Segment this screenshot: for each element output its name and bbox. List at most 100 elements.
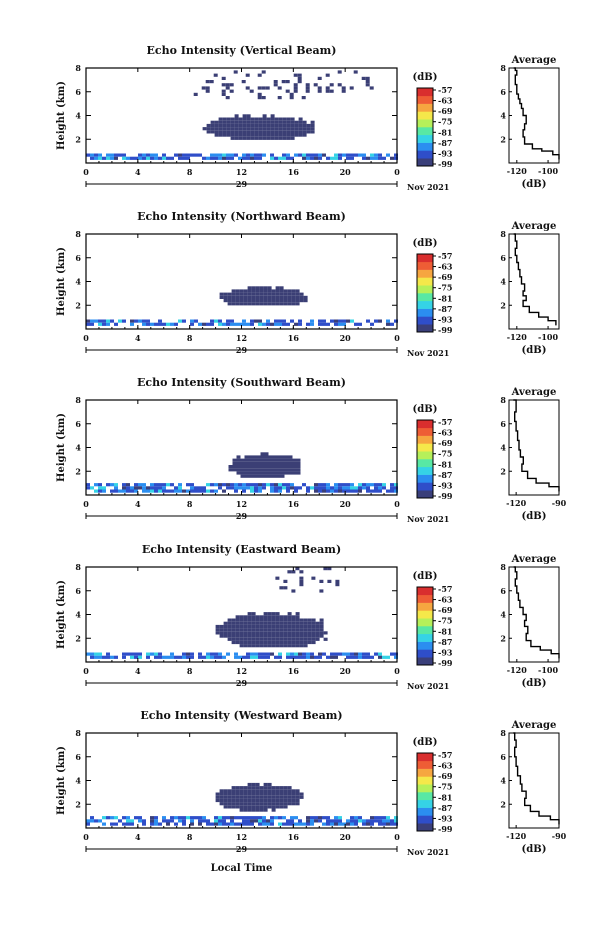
echo-cell (249, 89, 254, 93)
colorbar-swatch (417, 308, 433, 317)
echo-cell (234, 133, 239, 137)
colorbar-tick-label: -93 (438, 314, 453, 324)
echo-cell (262, 483, 266, 487)
echo-cell (206, 156, 210, 160)
echo-cell (252, 455, 257, 459)
echo-cell (251, 621, 256, 625)
echo-cell (370, 816, 374, 820)
echo-cell (126, 156, 130, 160)
echo-cell (154, 822, 158, 826)
echo-cell (292, 458, 297, 462)
echo-field (86, 286, 398, 326)
echo-cell (162, 816, 166, 820)
echo-cell (259, 637, 264, 641)
echo-cell (362, 483, 366, 487)
echo-cell (239, 302, 244, 306)
echo-cell (279, 786, 284, 790)
echo-cell (390, 822, 394, 826)
echo-cell (302, 120, 307, 124)
echo-cell (223, 802, 228, 806)
echo-cell (243, 618, 248, 622)
echo-cell (250, 483, 254, 487)
colorbar-tick-label: -99 (438, 491, 453, 501)
echo-cell (246, 130, 251, 134)
echo-cell (287, 299, 292, 303)
echo-cell (259, 808, 264, 812)
echo-cell (286, 655, 290, 659)
echo-cell (262, 652, 266, 656)
echo-cell (299, 640, 304, 645)
echo-cell (365, 80, 370, 84)
x-tick-label: 20 (340, 167, 352, 177)
echo-cell (291, 289, 296, 293)
echo-cell (338, 489, 342, 493)
echo-cell (227, 795, 232, 799)
echo-cell (193, 92, 198, 96)
echo-cell (276, 468, 281, 472)
echo-cell (234, 322, 238, 326)
echo-cell (158, 822, 162, 826)
echo-cell (236, 458, 241, 462)
echo-cell (280, 461, 285, 465)
echo-cell (273, 83, 278, 87)
echo-cell (263, 644, 268, 648)
echo-cell (318, 816, 322, 820)
colorbar-tick-label: -87 (438, 138, 452, 148)
echo-cell (218, 153, 222, 157)
echo-cell (346, 319, 350, 323)
average-x-label: (dB) (522, 678, 547, 689)
echo-cell (134, 655, 138, 659)
echo-cell (130, 319, 134, 323)
echo-cell (234, 136, 239, 140)
echo-cell (279, 286, 284, 290)
echo-cell (210, 483, 214, 487)
echo-cell (276, 471, 281, 475)
echo-cell (366, 486, 370, 490)
colorbar-swatch (417, 823, 433, 832)
echo-cell (114, 486, 118, 490)
echo-cell (315, 631, 320, 635)
echo-cell (206, 127, 211, 131)
echo-cell (258, 136, 263, 140)
echo-cell (239, 808, 244, 812)
echo-cell (235, 637, 240, 641)
echo-cell (310, 816, 314, 820)
echo-cell (258, 822, 262, 826)
echo-cell (236, 461, 241, 465)
echo-cell (206, 652, 210, 656)
colorbar-tick-label: -81 (438, 127, 452, 137)
echo-cell (218, 819, 222, 823)
echo-cell (246, 136, 251, 140)
echo-cell (209, 80, 214, 84)
echo-cell (227, 631, 232, 635)
echo-cell (306, 489, 310, 493)
echo-cell (267, 640, 272, 645)
echo-cell (110, 489, 114, 493)
echo-cell (244, 474, 249, 478)
average-title: Average (511, 221, 557, 232)
echo-cell (274, 322, 278, 326)
echo-cell (138, 156, 142, 160)
echo-cell (259, 786, 264, 790)
echo-cell (382, 655, 386, 659)
echo-cell (271, 792, 276, 796)
echo-cell (266, 117, 271, 121)
echo-cell (118, 819, 122, 823)
echo-cell (295, 299, 300, 303)
echo-cell (358, 483, 362, 487)
echo-cell (142, 153, 146, 157)
echo-cell (98, 322, 102, 326)
echo-cell (238, 822, 242, 826)
echo-cell (272, 455, 277, 459)
echo-cell (246, 816, 250, 820)
average-x-label: (dB) (522, 511, 547, 522)
echo-cell (247, 624, 252, 629)
echo-cell (258, 322, 262, 326)
echo-cell (362, 652, 366, 656)
echo-cell (350, 822, 354, 826)
echo-cell (283, 792, 288, 796)
echo-cell (326, 486, 330, 490)
echo-cell (285, 89, 290, 93)
echo-cell (303, 299, 308, 303)
echo-cell (278, 120, 283, 124)
